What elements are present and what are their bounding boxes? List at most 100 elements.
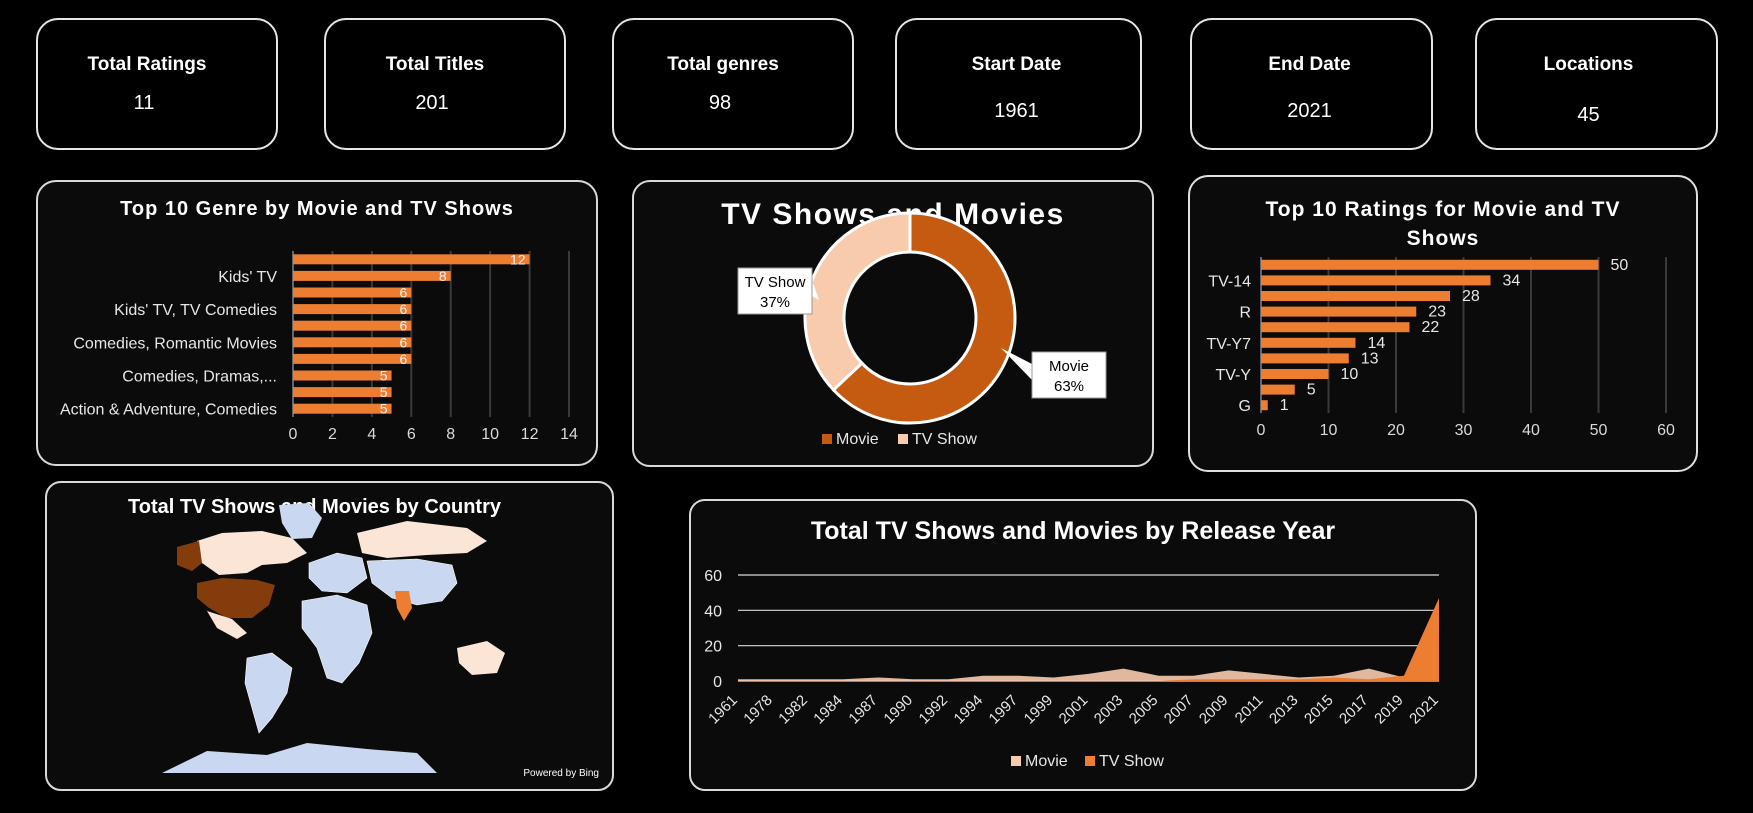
bar xyxy=(293,337,412,348)
donut-slice xyxy=(803,211,912,392)
alaska-shape xyxy=(177,541,202,571)
north-america-region xyxy=(177,503,322,639)
legend-swatch xyxy=(822,434,832,444)
y-tick-label: 40 xyxy=(704,603,722,620)
data-label: 28 xyxy=(1462,288,1480,305)
europe-shape xyxy=(308,552,368,594)
bar xyxy=(293,270,451,281)
data-label: 6 xyxy=(399,334,407,350)
x-tick-label: 1984 xyxy=(810,692,846,728)
greenland-shape xyxy=(279,503,322,539)
bar xyxy=(1261,275,1491,286)
x-tick-label: 12 xyxy=(521,426,539,443)
slice-percent: 63% xyxy=(1054,378,1084,395)
bar xyxy=(293,304,412,315)
category-label: Comedies, Dramas,... xyxy=(122,369,277,386)
x-tick-label: 2001 xyxy=(1056,692,1092,728)
callout-box xyxy=(1031,351,1107,399)
bar xyxy=(293,287,412,298)
x-tick-label: 0 xyxy=(289,426,298,443)
kpi-card-locations: Locations 45 xyxy=(1475,18,1718,150)
x-tick-label: 2007 xyxy=(1161,692,1197,728)
kpi-value: 45 xyxy=(1577,104,1600,126)
x-tick-label: 2 xyxy=(328,426,337,443)
bar xyxy=(1261,353,1349,364)
x-tick-label: 2015 xyxy=(1301,692,1337,728)
kpi-value: 1961 xyxy=(994,100,1039,122)
kpi-card-total-genres: Total genres 98 xyxy=(612,18,854,150)
kpi-card-total-titles: Total Titles 201 xyxy=(324,18,566,150)
canada-shape xyxy=(197,531,307,575)
antarctica-shape xyxy=(162,743,437,773)
bar xyxy=(293,320,412,331)
russia-shape xyxy=(357,521,487,558)
y-tick-label: 60 xyxy=(704,568,722,585)
x-tick-label: 1997 xyxy=(986,692,1022,728)
data-label: 6 xyxy=(399,285,407,301)
bar xyxy=(1261,369,1329,379)
data-label: 6 xyxy=(399,301,407,317)
category-label: Action & Adventure, Comedies xyxy=(60,402,277,419)
bar xyxy=(1261,337,1356,348)
donut-slice xyxy=(831,211,1017,425)
x-tick-label: 10 xyxy=(1320,422,1338,439)
x-tick-label: 1982 xyxy=(775,692,811,728)
kpi-card-end-date: End Date 2021 xyxy=(1190,18,1433,150)
category-label: TV-Y7 xyxy=(1207,336,1252,353)
callout-box xyxy=(737,267,813,315)
callout-pointer xyxy=(1001,348,1032,380)
genre-chart-panel: Top 10 Genre by Movie and TV Shows 0 2 4 6 8… xyxy=(36,180,598,466)
kpi-value: 11 xyxy=(133,92,155,114)
kpi-card-total-ratings: Total Ratings 11 xyxy=(36,18,278,150)
australia-shape xyxy=(457,641,505,675)
map-credit: Powered by Bing xyxy=(523,768,599,779)
legend-label: Movie xyxy=(836,431,879,448)
category-label: R xyxy=(1239,305,1251,322)
data-label: 5 xyxy=(380,368,388,384)
x-tick-label: 30 xyxy=(1455,422,1473,439)
legend-swatch xyxy=(1011,756,1021,766)
world-map: Powered by Bing xyxy=(162,503,599,779)
legend-label: TV Show xyxy=(1099,753,1164,770)
kpi-label: Start Date xyxy=(971,54,1062,75)
callout-pointer xyxy=(812,280,819,300)
mexico-shape xyxy=(207,611,247,639)
area-series xyxy=(738,668,1439,681)
ratings-bar-chart: 0 10 20 30 40 50 605034TV-142823R2214TV-Y71310… xyxy=(1207,257,1675,439)
slice-percent: 37% xyxy=(760,294,790,311)
category-label: Comedies, Romantic Movies xyxy=(73,335,277,352)
y-tick-label: 20 xyxy=(704,639,722,656)
slice-label: Movie xyxy=(1049,358,1089,375)
x-tick-label: 60 xyxy=(1657,422,1675,439)
data-label: 10 xyxy=(1341,366,1359,383)
category-label: Kids' TV xyxy=(218,269,277,286)
x-tick-label: 2019 xyxy=(1371,692,1407,728)
legend-swatch xyxy=(898,434,908,444)
x-tick-label: 20 xyxy=(1387,422,1405,439)
data-label: 6 xyxy=(399,351,407,367)
category-label: TV-Y xyxy=(1215,367,1251,384)
bar xyxy=(1261,384,1295,395)
data-label: 14 xyxy=(1368,335,1386,352)
release-year-panel: Total TV Shows and Movies by Release Yea… xyxy=(689,499,1477,791)
asia-shape xyxy=(366,558,458,606)
data-label: 50 xyxy=(1611,257,1629,274)
x-tick-label: 2011 xyxy=(1232,692,1267,727)
x-tick-label: 1999 xyxy=(1021,692,1057,728)
kpi-label: Total Ratings xyxy=(87,54,207,75)
kpi-value: 98 xyxy=(708,92,732,114)
x-tick-label: 40 xyxy=(1522,422,1540,439)
data-label: 1 xyxy=(1280,397,1289,414)
bar xyxy=(293,254,530,265)
x-tick-label: 10 xyxy=(481,426,499,443)
india-shape xyxy=(395,591,412,621)
x-tick-label: 2013 xyxy=(1266,692,1302,728)
legend-label: Movie xyxy=(1025,753,1068,770)
bar xyxy=(293,403,392,414)
data-label: 5 xyxy=(380,401,388,417)
x-tick-label: 2021 xyxy=(1406,692,1442,728)
